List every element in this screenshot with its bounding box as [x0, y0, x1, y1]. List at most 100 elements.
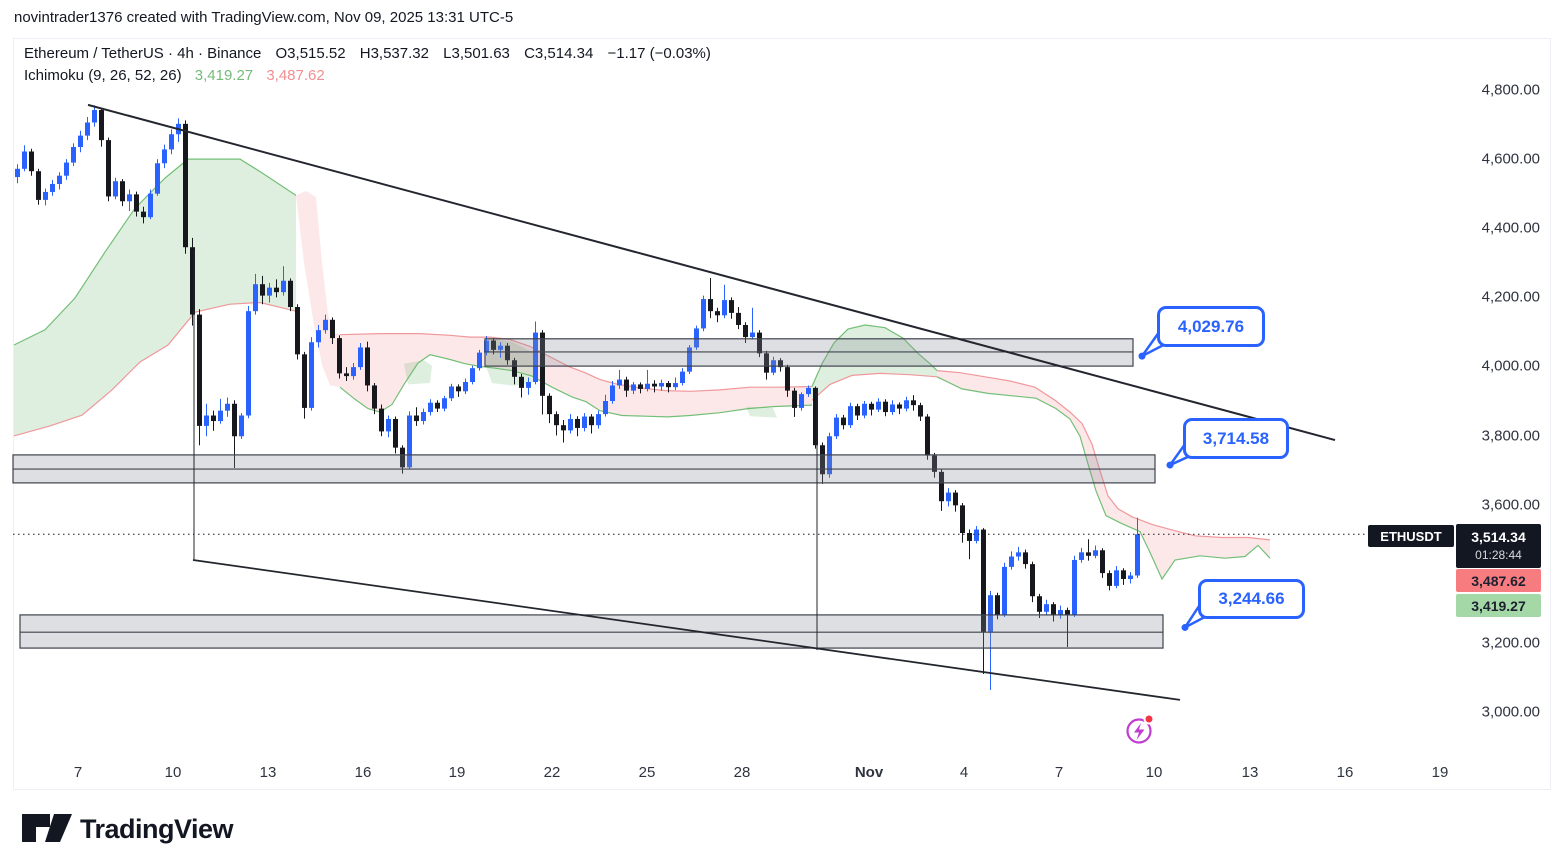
candle-down: [1023, 552, 1028, 565]
candle-down: [869, 403, 874, 410]
candle-down: [330, 319, 335, 339]
candle-up: [449, 386, 454, 399]
price-callout-3244[interactable]: 3,244.66: [1198, 579, 1305, 619]
candle-up: [323, 319, 328, 331]
senkou-span-line: [936, 376, 1271, 581]
trendline-lower: [192, 559, 1181, 701]
ichimoku-cloud-green: [746, 406, 777, 418]
tradingview-logo[interactable]: TradingView: [20, 810, 250, 850]
indicator-legend: Ichimoku (9, 26, 52, 26) 3,419.27 3,487.…: [24, 67, 334, 84]
candle-down: [932, 455, 937, 472]
symbol-axis-tag: ETHUSDT: [1368, 525, 1454, 547]
price-callout-4029[interactable]: 4,029.76: [1157, 306, 1265, 347]
candle-down: [883, 401, 888, 413]
candle-up: [127, 194, 132, 202]
candle-up: [169, 134, 174, 150]
candle-up: [309, 342, 314, 408]
candle-down: [589, 416, 594, 426]
candle-up: [1016, 552, 1021, 557]
candle-up: [253, 284, 258, 312]
indicator-name[interactable]: Ichimoku (9, 26, 52, 26): [24, 67, 182, 84]
candle-down: [561, 425, 566, 431]
candle-down: [743, 324, 748, 338]
candle-down: [757, 332, 762, 354]
price-tick-4800: 4,800.00: [1481, 81, 1540, 99]
candle-down: [106, 140, 111, 197]
time-tick-Nov: Nov: [854, 764, 884, 781]
candle-down: [190, 247, 195, 315]
candle-up: [57, 175, 62, 184]
candle-down: [302, 354, 307, 408]
candle-up: [421, 412, 426, 422]
candle-down: [232, 403, 237, 437]
indicator-value-senkou-b: 3,487.62: [266, 67, 325, 84]
candle-down: [736, 312, 741, 325]
candle-up: [267, 287, 272, 296]
candle-up: [204, 415, 209, 426]
logo-mark-icon: [22, 814, 50, 842]
candle-down: [120, 181, 125, 202]
candle-up: [617, 379, 622, 386]
candle-up: [1002, 566, 1007, 615]
ichimoku-cloud-green: [812, 325, 937, 401]
callout-anchor-dot: [1138, 352, 1146, 360]
candle-up: [568, 418, 573, 431]
candle-up: [1093, 550, 1098, 556]
candle-down: [211, 415, 216, 422]
senkou-span-line: [599, 410, 691, 418]
senkou-span-line: [936, 370, 1271, 541]
trendline-upper: [87, 103, 1336, 442]
ohlc-high: H3,537.32: [359, 45, 429, 62]
senkou-span-line: [811, 372, 938, 401]
price-callout-3714[interactable]: 3,714.58: [1183, 418, 1289, 459]
candle-down: [813, 387, 818, 446]
notification-dot: [1143, 713, 1155, 725]
magnet-bolt-icon: [1134, 723, 1145, 740]
candle-down: [274, 287, 279, 293]
candle-up: [407, 415, 412, 468]
candle-up: [946, 492, 951, 502]
symbol-title[interactable]: Ethereum / TetherUS · 4h · Binance: [24, 45, 262, 62]
time-tick-28: 28: [733, 764, 751, 781]
senkou-a-price-tag: 3,419.27: [1456, 594, 1541, 617]
candle-up: [988, 595, 993, 632]
candle-up: [43, 191, 48, 200]
candle-down: [666, 383, 671, 388]
candle-up: [498, 345, 503, 350]
candle-up: [1114, 570, 1119, 586]
time-tick-13: 13: [259, 764, 277, 781]
candle-down: [960, 505, 965, 534]
candle-down: [820, 445, 825, 475]
candle-up: [1135, 534, 1140, 576]
senkou-span-line: [13, 301, 297, 437]
price-tick-4600: 4,600.00: [1481, 150, 1540, 168]
candle-down: [344, 373, 349, 377]
candle-down: [400, 447, 405, 468]
candle-down: [967, 533, 972, 541]
last-price-tag: 3,514.34 01:28:44: [1456, 524, 1541, 568]
candle-up: [246, 311, 251, 416]
candle-up: [15, 168, 20, 178]
candle-down: [36, 171, 41, 200]
time-tick-19: 19: [448, 764, 466, 781]
magnet-icon[interactable]: [1126, 718, 1152, 744]
price-tick-3800: 3,800.00: [1481, 427, 1540, 445]
candle-up: [862, 403, 867, 416]
candle-up: [316, 330, 321, 343]
candle-up: [71, 147, 76, 163]
candle-up: [659, 383, 664, 387]
candle-down: [288, 280, 293, 308]
candle-down: [575, 418, 580, 428]
candle-down: [414, 415, 419, 422]
candle-down: [337, 338, 342, 374]
time-tick-25: 25: [638, 764, 656, 781]
candle-up: [799, 394, 804, 408]
candle-down: [29, 151, 34, 172]
candle-down: [456, 386, 461, 392]
candle-up: [386, 418, 391, 432]
time-tick-16: 16: [354, 764, 372, 781]
candle-up: [876, 401, 881, 410]
senkou-b-price-tag: 3,487.62: [1456, 569, 1541, 592]
ohlc-open: O3,515.52: [275, 45, 346, 62]
